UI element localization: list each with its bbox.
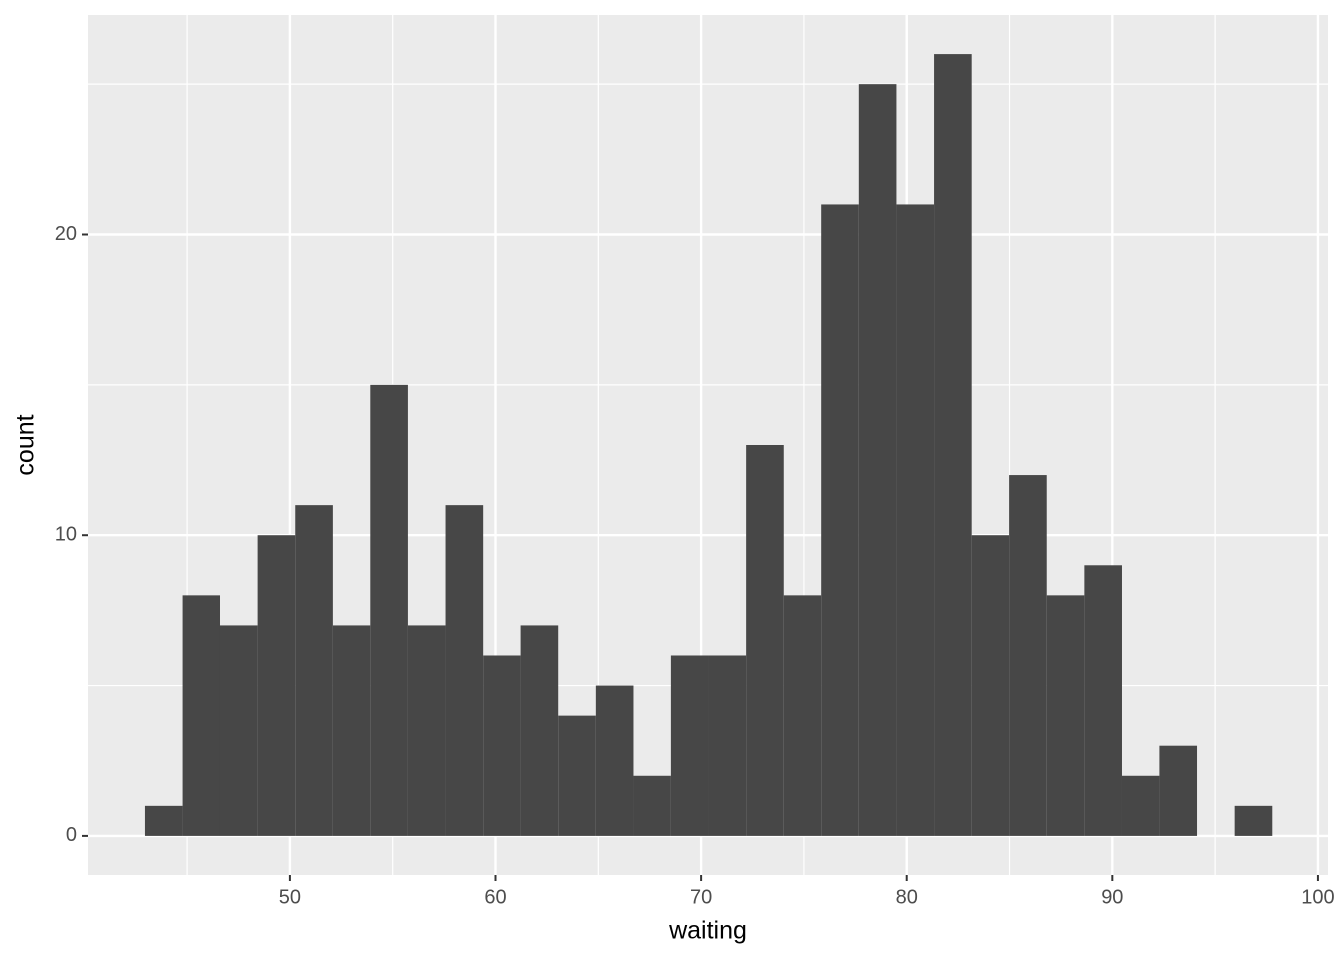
bar: [934, 54, 972, 836]
bar: [520, 625, 559, 836]
bar: [295, 505, 333, 836]
bar: [1234, 805, 1273, 836]
x-tick-label: 50: [279, 886, 301, 908]
bar: [332, 625, 371, 836]
bar: [558, 715, 596, 836]
x-tick-label: 70: [690, 886, 712, 908]
x-tick-label: 80: [896, 886, 918, 908]
bar: [821, 204, 859, 836]
x-tick-label: 60: [484, 886, 506, 908]
bar: [896, 204, 935, 836]
y-tick-label: 0: [66, 824, 77, 846]
x-axis-title: waiting: [668, 917, 747, 945]
bar: [1121, 775, 1160, 836]
bar: [633, 775, 671, 836]
bar: [445, 505, 484, 836]
bar: [182, 595, 220, 836]
bar: [783, 595, 822, 836]
y-tick-label: 20: [55, 223, 77, 245]
bar: [971, 535, 1010, 836]
y-axis-title: count: [12, 414, 40, 475]
bar: [483, 655, 521, 836]
bar: [370, 384, 408, 836]
bar: [708, 655, 747, 836]
bar: [670, 655, 709, 836]
bar: [858, 84, 897, 836]
x-tick-label: 100: [1301, 886, 1334, 908]
bar: [219, 625, 258, 836]
bar: [1009, 475, 1047, 836]
bar: [1046, 595, 1085, 836]
bar: [1159, 745, 1198, 836]
x-tick-label: 90: [1101, 886, 1123, 908]
bar: [144, 805, 183, 836]
bar: [407, 625, 446, 836]
bar: [257, 535, 296, 836]
y-tick-label: 10: [55, 523, 77, 545]
bar: [746, 445, 784, 836]
bar: [1084, 565, 1122, 836]
bar: [595, 685, 634, 836]
